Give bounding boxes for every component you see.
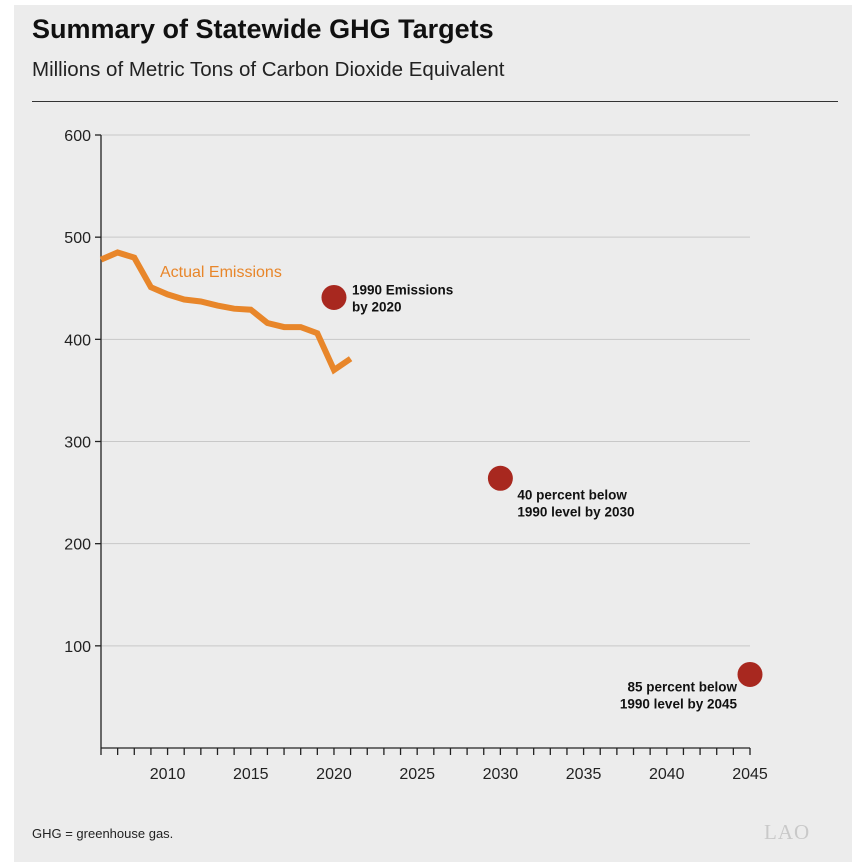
y-tick-label: 400 [64, 332, 91, 349]
target-label-line: 40 percent below [517, 487, 627, 502]
target-point [487, 465, 513, 491]
x-tick-label: 2030 [483, 766, 519, 783]
target-label-line: 1990 Emissions [352, 282, 453, 297]
target-label-line: by 2020 [352, 299, 402, 314]
target-point [321, 284, 347, 310]
lao-logo: LAO [764, 820, 811, 844]
x-tick-label: 2035 [566, 766, 602, 783]
target-label-line: 1990 level by 2045 [620, 696, 738, 711]
series-line-actual-emissions [99, 249, 353, 375]
series-label: Actual Emissions [160, 264, 282, 281]
title-divider [32, 101, 838, 102]
footnote: GHG = greenhouse gas. [32, 826, 174, 841]
chart-panel [14, 5, 852, 862]
y-tick-label: 100 [64, 639, 91, 656]
x-tick-label: 2025 [399, 766, 435, 783]
chart-subtitle: Millions of Metric Tons of Carbon Dioxid… [32, 58, 505, 81]
x-tick-label: 2015 [233, 766, 269, 783]
target-label: 85 percent below 1990 level by 2045 [620, 679, 738, 711]
x-tick-label: 2010 [150, 766, 186, 783]
y-tick-label: 300 [64, 435, 91, 452]
target-label-line: 1990 level by 2030 [517, 504, 634, 519]
x-tick-label: 2040 [649, 766, 685, 783]
x-tick-label: 2045 [732, 766, 768, 783]
chart-title: Summary of Statewide GHG Targets [32, 14, 494, 44]
target-point [737, 661, 763, 687]
target-label: 40 percent below 1990 level by 2030 [517, 487, 634, 519]
target-label: 1990 Emissions by 2020 [352, 282, 453, 314]
y-tick-label: 600 [64, 128, 91, 145]
target-label-line: 85 percent below [627, 679, 737, 694]
y-tick-label: 500 [64, 230, 91, 247]
y-tick-label: 200 [64, 537, 91, 554]
x-tick-label: 2020 [316, 766, 352, 783]
